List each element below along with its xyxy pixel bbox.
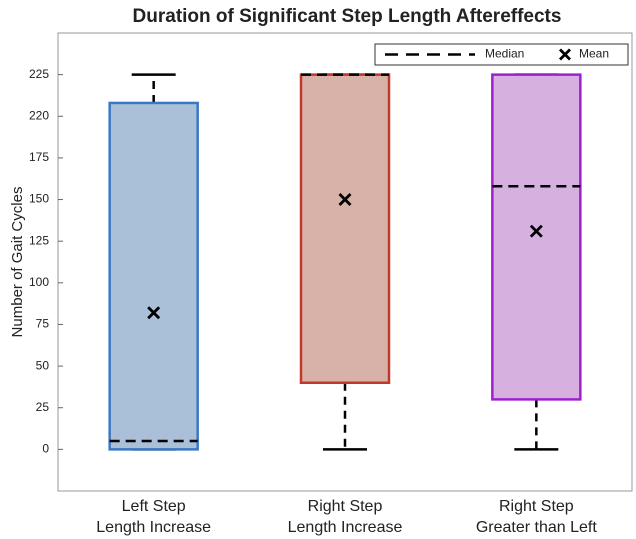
y-tick-label: 0: [42, 442, 49, 456]
x-tick-label: Right Step: [308, 498, 383, 515]
legend-label: Median: [485, 47, 524, 61]
x-tick-label: Left Step: [122, 498, 186, 515]
legend-box: [374, 43, 629, 66]
mean-marker: [338, 193, 352, 207]
y-tick-label: 75: [36, 317, 50, 331]
legend-label: Mean: [579, 47, 609, 61]
x-tick-label: Right Step: [499, 498, 574, 515]
x-tick-label: Greater than Left: [476, 519, 598, 536]
legend-mean-symbol: [559, 48, 571, 61]
y-tick-label: 225: [29, 67, 49, 81]
plot-frame: [57, 32, 633, 492]
y-tick-label: 150: [29, 192, 49, 206]
y-tick-label: 175: [29, 150, 49, 164]
y-tick-label: 25: [36, 400, 50, 414]
y-tick-label: 50: [36, 358, 50, 372]
box: [299, 73, 391, 384]
mean-marker: [147, 306, 161, 320]
mean-marker: [529, 224, 543, 238]
y-axis-label: Number of Gait Cycles: [9, 187, 26, 338]
x-tick-label: Length Increase: [288, 519, 403, 536]
y-tick-label: 125: [29, 233, 49, 247]
x-tick-label: Length Increase: [96, 519, 211, 536]
y-tick-label: 100: [29, 275, 49, 289]
box: [491, 73, 582, 401]
box: [108, 101, 199, 451]
chart-title: Duration of Significant Step Length Afte…: [133, 6, 562, 27]
y-tick-label: 220: [29, 108, 49, 122]
